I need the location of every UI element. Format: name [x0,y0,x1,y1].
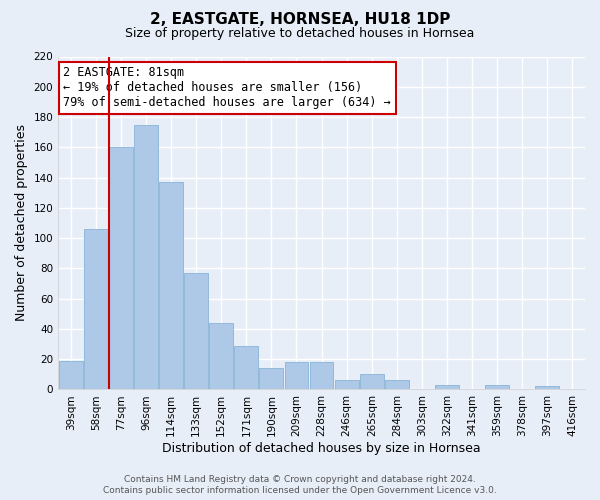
Y-axis label: Number of detached properties: Number of detached properties [15,124,28,322]
Bar [535,386,559,390]
Bar [360,374,383,390]
Bar [159,182,183,390]
Bar [435,385,459,390]
Bar [109,148,133,390]
Text: Size of property relative to detached houses in Hornsea: Size of property relative to detached ho… [125,28,475,40]
Bar [59,360,83,390]
Bar [259,368,283,390]
X-axis label: Distribution of detached houses by size in Hornsea: Distribution of detached houses by size … [162,442,481,455]
Bar [335,380,359,390]
Text: Contains HM Land Registry data © Crown copyright and database right 2024.: Contains HM Land Registry data © Crown c… [124,475,476,484]
Bar [235,346,258,390]
Text: 2, EASTGATE, HORNSEA, HU18 1DP: 2, EASTGATE, HORNSEA, HU18 1DP [150,12,450,28]
Bar [84,229,108,390]
Bar [209,323,233,390]
Bar [134,124,158,390]
Text: 2 EASTGATE: 81sqm
← 19% of detached houses are smaller (156)
79% of semi-detache: 2 EASTGATE: 81sqm ← 19% of detached hous… [64,66,391,110]
Bar [184,273,208,390]
Bar [284,362,308,390]
Bar [385,380,409,390]
Bar [485,385,509,390]
Bar [310,362,334,390]
Text: Contains public sector information licensed under the Open Government Licence v3: Contains public sector information licen… [103,486,497,495]
